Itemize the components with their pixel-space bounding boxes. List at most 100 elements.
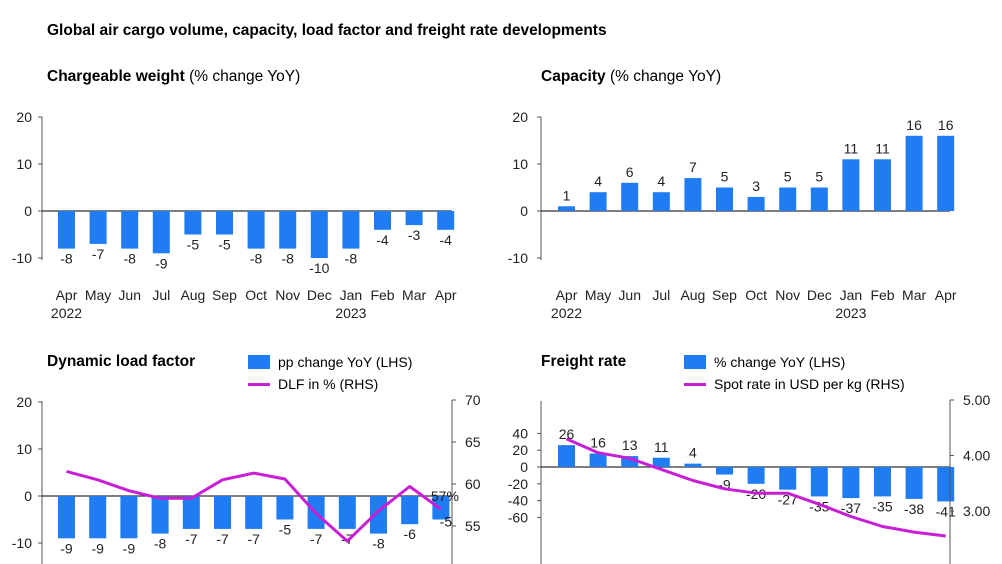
dlf-bar	[245, 496, 263, 529]
dlf-ytick-label: 20	[16, 394, 32, 410]
freight-data-label: 26	[559, 426, 575, 442]
dlf-ytick-label: -10	[12, 535, 32, 551]
capacity-bar	[747, 196, 765, 211]
dlf-bar	[214, 496, 231, 529]
capacity-data-label: 1	[563, 187, 571, 203]
chargeable-data-label: -8	[345, 251, 358, 267]
freight-right-tick-label: 5.00	[963, 392, 990, 408]
freight-ytick-label: 0	[520, 459, 528, 475]
capacity-xtick-label: Jun	[618, 287, 641, 303]
freight-bar	[905, 467, 923, 499]
capacity-ytick-label: 20	[512, 109, 528, 125]
chargeable-data-label: -3	[408, 227, 421, 243]
freight-ytick-label: -20	[508, 476, 528, 492]
chargeable-bar	[184, 211, 202, 235]
chargeable-xtick-label: Apr	[56, 287, 78, 303]
freight-data-label: 16	[590, 435, 606, 451]
chargeable-bar	[310, 211, 328, 258]
dlf-legend-bar: pp change YoY (LHS)	[248, 354, 412, 370]
freight-legend-bar-label: % change YoY (LHS)	[714, 354, 846, 370]
chargeable-data-label: -4	[439, 232, 452, 248]
dlf-data-label: -9	[123, 540, 136, 556]
capacity-subtitle: (% change YoY)	[609, 68, 722, 85]
dlf-legend-bar-swatch	[248, 355, 270, 369]
freight-bar	[937, 467, 955, 502]
chargeable-bar	[405, 211, 423, 226]
dlf-bar	[370, 496, 387, 534]
capacity-ytick-label: 0	[520, 203, 528, 219]
freight-data-label: -37	[841, 500, 861, 516]
chargeable-bar	[89, 211, 107, 244]
freight-ytick-label: 40	[512, 425, 528, 441]
freight-legend-line: Spot rate in USD per kg (RHS)	[684, 376, 905, 392]
capacity-bar	[810, 187, 828, 211]
capacity-bar	[558, 206, 575, 211]
freight-legend-bar-swatch	[684, 355, 706, 369]
chargeable-xtick-label: May	[85, 287, 111, 303]
chargeable-bar	[121, 211, 139, 249]
capacity-xtick-label: Apr	[556, 287, 578, 303]
capacity-year-label: 2023	[835, 305, 866, 321]
capacity-bar	[652, 192, 670, 211]
chargeable-ytick-label: 10	[16, 156, 32, 172]
chargeable-xtick-label: Oct	[245, 287, 267, 303]
freight-bar	[874, 467, 891, 497]
capacity-title-text: Capacity	[541, 68, 606, 85]
capacity-bar	[842, 159, 860, 211]
capacity-bar	[874, 159, 891, 211]
freight-bar	[652, 457, 670, 467]
chargeable-ytick-label: -10	[12, 250, 32, 266]
dlf-data-label: -8	[154, 536, 167, 552]
dlf-bar	[58, 496, 75, 539]
capacity-data-label: 5	[721, 169, 729, 185]
chargeable-bar	[374, 211, 391, 230]
capacity-xtick-label: Nov	[775, 287, 800, 303]
capacity-xtick-label: Sep	[712, 287, 737, 303]
capacity-xtick-label: Feb	[870, 287, 894, 303]
freight-ytick-label: 20	[512, 442, 528, 458]
freight-bar	[716, 467, 733, 475]
dlf-bar	[338, 496, 356, 529]
dlf-title: Dynamic load factor	[47, 353, 195, 371]
freight-right-tick-label: 4.00	[963, 448, 990, 464]
freight-bar	[558, 445, 575, 467]
chargeable-bar	[437, 211, 455, 230]
capacity-xtick-label: Aug	[680, 287, 705, 303]
freight-ytick-label: -60	[508, 509, 528, 525]
freight-bar	[842, 467, 860, 499]
capacity-xtick-label: Mar	[902, 287, 926, 303]
chargeable-xtick-label: Jun	[118, 287, 141, 303]
dlf-bar	[89, 496, 107, 539]
freight-data-label: -35	[872, 498, 892, 514]
chargeable-data-label: -4	[376, 232, 389, 248]
capacity-xtick-label: May	[585, 287, 611, 303]
freight-legend-bar: % change YoY (LHS)	[684, 354, 845, 370]
dlf-right-tick-label: 60	[465, 476, 481, 492]
dlf-legend-line: DLF in % (RHS)	[248, 376, 378, 392]
freight-bar	[779, 467, 797, 490]
freight-title: Freight rate	[541, 353, 626, 371]
chargeable-data-label: -8	[281, 251, 294, 267]
chargeable-xtick-label: Jul	[152, 287, 170, 303]
dlf-data-label: -7	[341, 531, 354, 547]
capacity-xtick-label: Jul	[652, 287, 670, 303]
dlf-legend-bar-label: pp change YoY (LHS)	[278, 354, 413, 370]
chargeable-bar	[152, 211, 170, 254]
capacity-title: Capacity (% change YoY)	[541, 68, 721, 86]
dlf-data-label: -9	[91, 540, 104, 556]
dlf-line	[66, 469, 442, 543]
dlf-ytick-label: 0	[24, 488, 32, 504]
dlf-data-label: -6	[403, 526, 416, 542]
capacity-data-label: 5	[784, 169, 792, 185]
chargeable-weight-subtitle: (% change YoY)	[189, 68, 301, 85]
capacity-xtick-label: Oct	[745, 287, 767, 303]
capacity-data-label: 5	[815, 169, 823, 185]
chargeable-data-label: -9	[155, 255, 168, 271]
capacity-data-label: 4	[657, 173, 665, 189]
capacity-ytick-label: 10	[512, 156, 528, 172]
chargeable-year-label: 2023	[335, 305, 366, 321]
chargeable-weight-title-text: Chargeable weight	[47, 68, 185, 85]
chargeable-xtick-label: Dec	[307, 287, 332, 303]
capacity-bar	[589, 192, 607, 211]
capacity-data-label: 7	[689, 159, 697, 175]
